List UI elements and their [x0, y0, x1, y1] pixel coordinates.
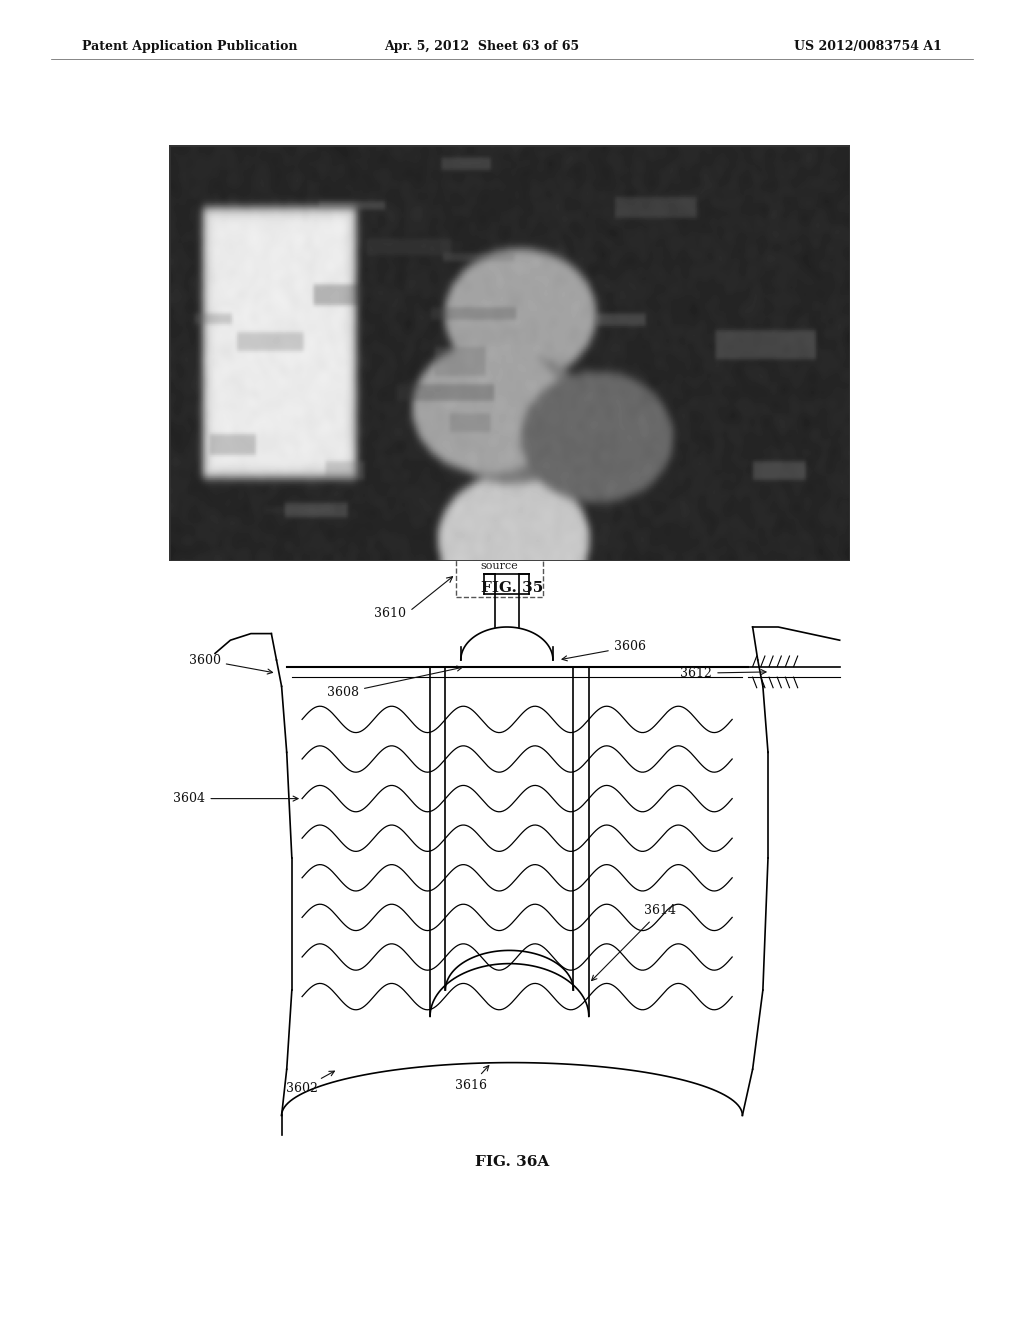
- Text: 3614: 3614: [592, 904, 677, 981]
- Text: 3600: 3600: [188, 653, 272, 675]
- Text: FIG. 36A: FIG. 36A: [475, 1155, 549, 1170]
- Text: US 2012/0083754 A1: US 2012/0083754 A1: [795, 40, 942, 53]
- Text: 3610: 3610: [374, 607, 406, 620]
- Text: 3604: 3604: [173, 792, 298, 805]
- Text: 3606: 3606: [562, 640, 646, 661]
- Text: Apr. 5, 2012  Sheet 63 of 65: Apr. 5, 2012 Sheet 63 of 65: [384, 40, 579, 53]
- Text: 3608: 3608: [327, 667, 462, 700]
- Text: 3602: 3602: [286, 1071, 335, 1096]
- Text: vacuum
source: vacuum source: [477, 549, 521, 572]
- Text: FIG. 35: FIG. 35: [481, 581, 543, 595]
- Text: Patent Application Publication: Patent Application Publication: [82, 40, 297, 53]
- Text: 3612: 3612: [680, 667, 766, 680]
- Bar: [169, 145, 850, 561]
- Text: 3616: 3616: [455, 1065, 488, 1092]
